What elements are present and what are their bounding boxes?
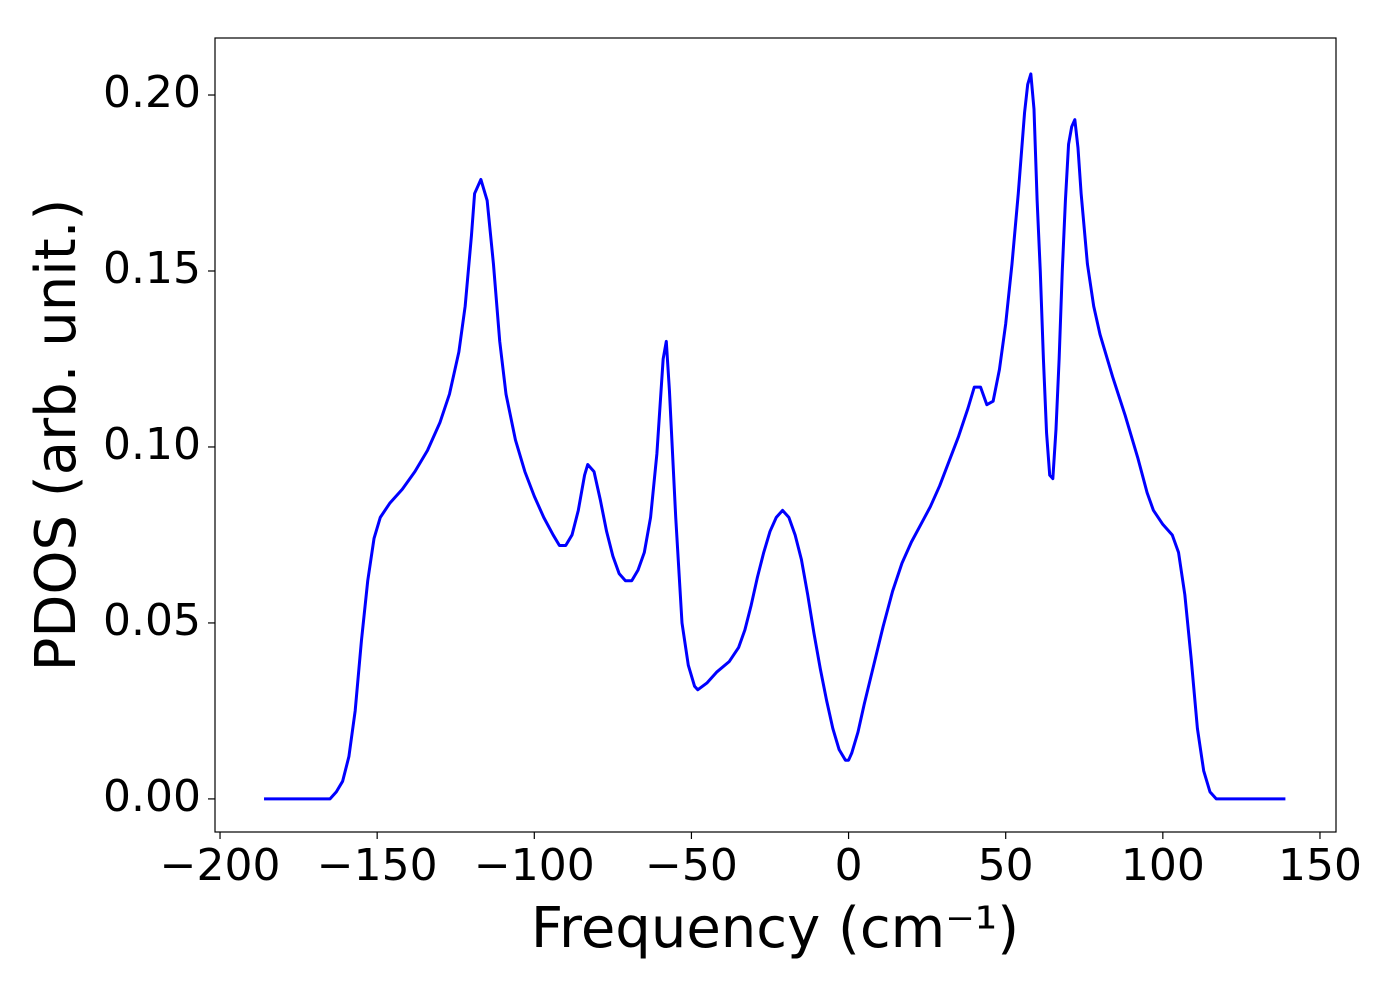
plot-frame (214, 37, 1337, 833)
x-tick-label: −50 (645, 840, 738, 891)
y-tick-label: 0.20 (103, 67, 201, 118)
x-tick-label: 50 (978, 840, 1034, 891)
x-tick-label: −100 (474, 840, 595, 891)
x-tick-label: −200 (160, 840, 281, 891)
x-tick-label: 100 (1121, 840, 1205, 891)
data-line (264, 72, 1286, 801)
y-axis-label: PDOS (arb. unit.) (24, 199, 89, 672)
y-tick-label: 0.10 (103, 419, 201, 470)
y-tick-label: 0.05 (103, 595, 201, 646)
x-tick-label: 0 (835, 840, 863, 891)
x-tick-label: −150 (317, 840, 438, 891)
x-axis-label: Frequency (cm⁻¹) (531, 896, 1019, 961)
y-tick-label: 0.00 (103, 771, 201, 822)
x-tick-label: 150 (1278, 840, 1362, 891)
y-tick-label: 0.15 (103, 243, 201, 294)
